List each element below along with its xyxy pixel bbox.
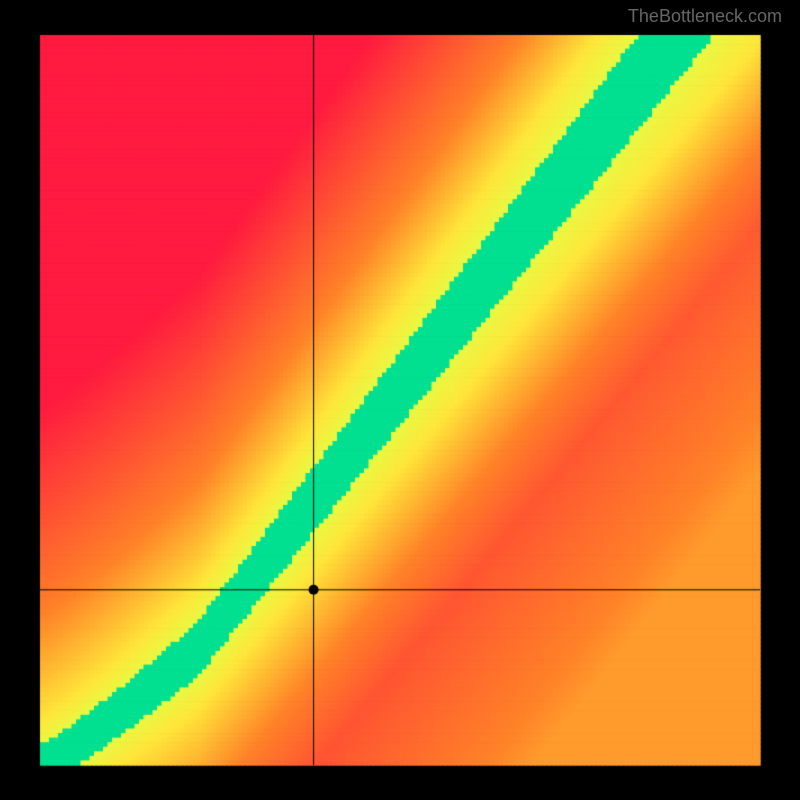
root: TheBottleneck.com	[0, 0, 800, 800]
bottleneck-heatmap	[0, 0, 800, 800]
